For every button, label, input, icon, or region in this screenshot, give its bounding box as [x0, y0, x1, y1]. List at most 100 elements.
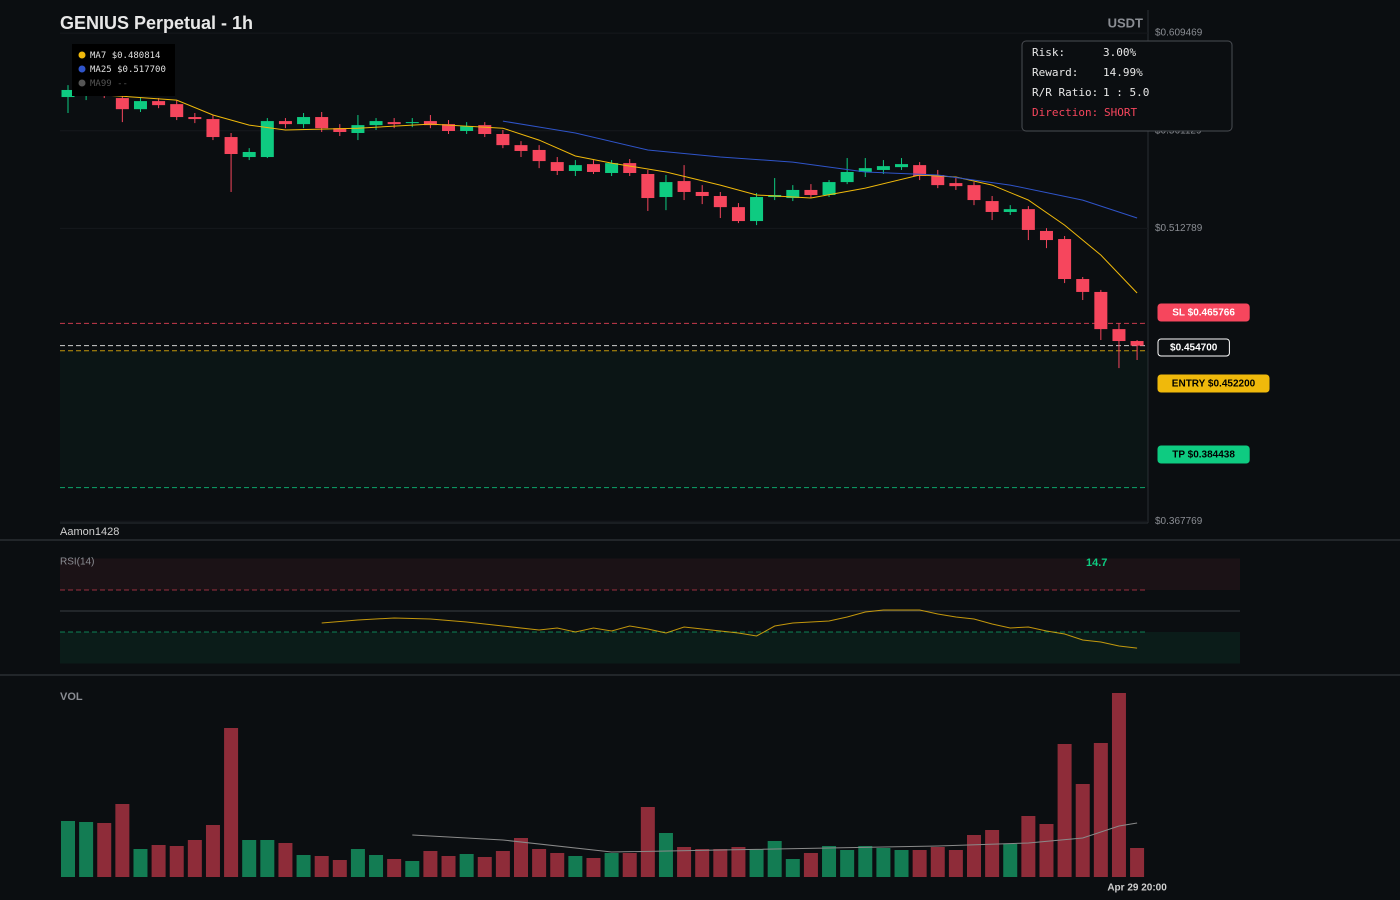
volume-bar — [224, 728, 239, 877]
info-label: Risk: — [1032, 46, 1065, 59]
volume-bar — [441, 856, 456, 877]
volume-bar — [459, 854, 474, 877]
background-layer — [60, 32, 1240, 664]
candle-body — [858, 168, 872, 172]
volume-bar — [1003, 844, 1018, 877]
legend-name: MA25 — [90, 65, 112, 75]
candle-body — [1058, 239, 1072, 280]
y-tick-label: $0.609469 — [1155, 28, 1203, 39]
x-tick-label: Apr 29 20:00 — [1107, 883, 1167, 894]
volume-bar — [912, 850, 927, 877]
volume-bar — [785, 859, 800, 877]
volume-bar — [350, 849, 365, 877]
legend-entry: MA99 -- — [90, 79, 128, 89]
level-tag — [1157, 445, 1250, 464]
candle-body — [423, 121, 437, 126]
volume-bar — [894, 850, 909, 877]
info-value: 1 : 5.0 — [1103, 86, 1149, 99]
candle-body — [1039, 230, 1053, 241]
volume-bar — [713, 849, 728, 877]
candle-body — [369, 121, 383, 126]
candle-body — [115, 98, 129, 110]
level-tag — [1157, 338, 1230, 357]
candle-body — [278, 121, 292, 125]
volume-bar — [169, 846, 184, 877]
candle-body — [1112, 329, 1126, 342]
candle-body — [170, 104, 184, 118]
legend-swatch — [78, 79, 86, 87]
candle-body — [442, 124, 456, 131]
candle-body — [496, 134, 510, 146]
candle-body — [550, 162, 564, 171]
volume-bar — [423, 851, 438, 877]
candle-body — [1021, 209, 1035, 230]
candle-body — [1094, 291, 1108, 330]
candle-body — [895, 164, 909, 168]
candle-body — [460, 126, 474, 131]
volume-bar — [658, 833, 673, 877]
legend-entry: MA7 $0.480814 — [90, 51, 160, 61]
info-value: 3.00% — [1103, 46, 1136, 59]
oversold-zone — [60, 632, 1240, 664]
candle-body — [1076, 279, 1090, 292]
volume-bar — [532, 849, 547, 877]
volume-bar — [187, 840, 202, 877]
volume-bar — [930, 847, 945, 877]
candle-body — [297, 117, 311, 125]
candle-body — [1130, 341, 1144, 346]
volume-bar — [1130, 848, 1145, 877]
candle-body — [315, 117, 329, 129]
info-box: Risk: 3.00% Reward: 14.99% R/R Ratio: 1 : 5.0… — [1021, 40, 1233, 132]
candle-body — [133, 101, 147, 110]
legend-box — [72, 44, 175, 96]
candle-body — [206, 119, 220, 138]
volume-bar — [1111, 693, 1126, 877]
level-tag — [1157, 374, 1270, 393]
volume-bar — [749, 849, 764, 877]
candle-body — [387, 122, 401, 125]
ma-line — [502, 120, 1138, 219]
candle-body — [822, 182, 836, 196]
volume-bar — [242, 840, 257, 877]
volume-bar — [876, 848, 891, 877]
volume-bar — [495, 851, 510, 877]
volume-bar — [767, 841, 782, 877]
volume-bar — [550, 853, 565, 877]
volume-ma-line — [412, 822, 1138, 853]
rsi-title: RSI(14) — [60, 557, 94, 568]
volume-bar — [514, 838, 528, 877]
rsi-line — [321, 609, 1138, 649]
candle-body — [931, 175, 945, 186]
candle-body — [478, 125, 492, 135]
volume-bar — [314, 856, 329, 877]
volume-bar — [332, 860, 347, 877]
volume-bar — [948, 850, 963, 877]
candle-body — [750, 197, 764, 222]
candle-body — [967, 185, 981, 201]
candle-body — [532, 149, 546, 162]
y-tick-label: $0.367769 — [1155, 516, 1203, 527]
volume-bar — [1075, 784, 1090, 877]
candle-body — [913, 165, 927, 177]
volume-bar — [296, 855, 311, 877]
candle-body — [623, 163, 637, 173]
volume-bar — [477, 857, 492, 877]
info-label: Direction: — [1032, 106, 1098, 119]
volume-bar — [369, 855, 384, 877]
candle-body — [152, 101, 166, 106]
legend-swatch — [78, 51, 86, 59]
candle-body — [731, 207, 745, 222]
volume-bar — [260, 840, 275, 877]
candle-body — [985, 201, 999, 212]
volume-bar — [604, 853, 619, 877]
volume-bar — [586, 858, 601, 877]
candle-body — [605, 163, 619, 173]
candle-body — [1003, 209, 1017, 212]
volume-bar — [133, 849, 148, 877]
candle-body — [514, 145, 528, 151]
volume-bar — [1057, 744, 1072, 877]
candle-body — [949, 183, 963, 187]
volume-bar — [677, 847, 692, 877]
